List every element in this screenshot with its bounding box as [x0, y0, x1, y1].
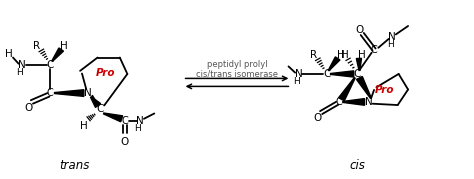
Text: peptidyl prolyl: peptidyl prolyl	[207, 60, 267, 69]
Text: H: H	[337, 50, 345, 60]
Text: cis: cis	[350, 159, 365, 172]
Polygon shape	[338, 78, 355, 101]
Text: N: N	[294, 69, 302, 79]
Text: H: H	[358, 50, 365, 60]
Text: H: H	[293, 77, 300, 86]
Text: H: H	[80, 121, 88, 131]
Text: O: O	[24, 103, 32, 113]
Text: N: N	[18, 60, 26, 70]
Text: N: N	[365, 97, 372, 107]
Text: H: H	[387, 40, 393, 49]
Text: C: C	[121, 117, 128, 127]
Text: O: O	[314, 113, 322, 123]
Text: N: N	[84, 88, 92, 98]
Text: C: C	[96, 105, 104, 115]
Text: H: H	[5, 49, 13, 59]
Polygon shape	[328, 57, 340, 71]
Text: C: C	[47, 88, 54, 98]
Text: H: H	[16, 68, 23, 77]
Text: C: C	[371, 45, 377, 55]
Polygon shape	[356, 76, 371, 98]
Text: C: C	[323, 69, 330, 79]
Polygon shape	[91, 97, 100, 107]
Text: H: H	[60, 41, 68, 51]
Polygon shape	[55, 90, 84, 96]
Text: O: O	[356, 25, 364, 35]
Text: H: H	[341, 50, 349, 60]
Text: C: C	[46, 60, 54, 70]
Polygon shape	[52, 48, 64, 61]
Text: trans: trans	[59, 159, 89, 172]
Text: C: C	[335, 97, 342, 107]
Text: N: N	[136, 117, 144, 127]
Text: O: O	[120, 137, 128, 147]
Text: Pro: Pro	[96, 68, 115, 78]
Text: R: R	[33, 41, 40, 51]
Polygon shape	[104, 113, 123, 122]
Text: N: N	[388, 32, 396, 42]
Text: H: H	[134, 124, 141, 133]
Polygon shape	[330, 71, 354, 77]
Text: R: R	[310, 50, 317, 60]
Text: cis/trans isomerase: cis/trans isomerase	[196, 69, 278, 78]
Polygon shape	[343, 99, 365, 105]
Text: Pro: Pro	[375, 84, 394, 95]
Polygon shape	[356, 58, 362, 70]
Text: C: C	[354, 69, 361, 79]
